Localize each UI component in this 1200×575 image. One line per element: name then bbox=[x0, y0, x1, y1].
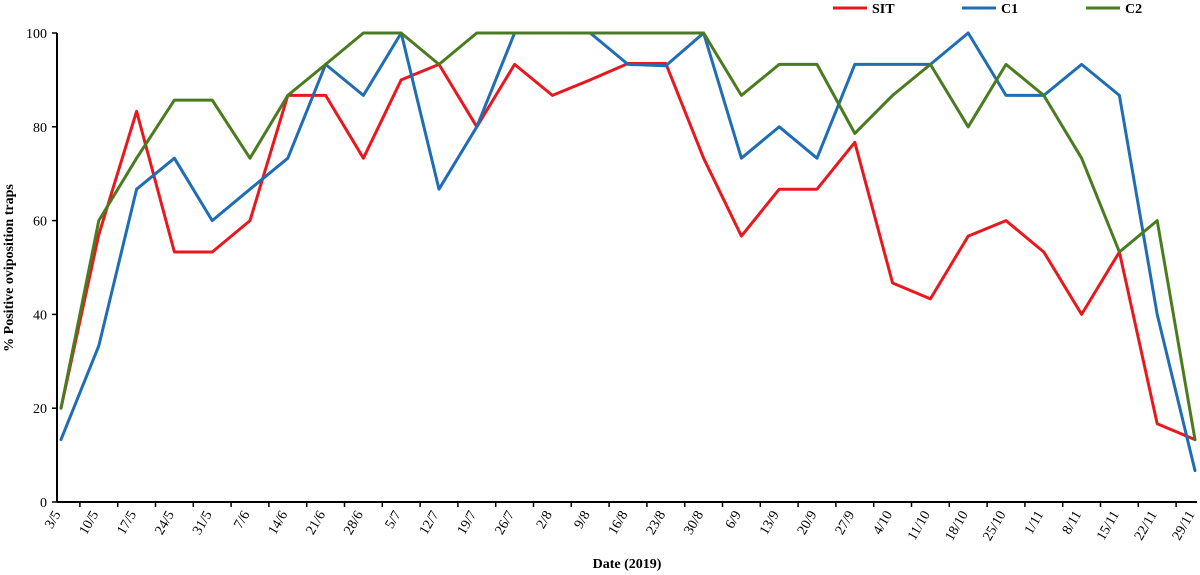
x-tick-label: 26/7 bbox=[493, 509, 518, 538]
y-tick-label: 0 bbox=[40, 496, 47, 511]
series-line-c1 bbox=[59, 31, 1197, 473]
series-lines bbox=[59, 31, 1197, 473]
y-tick-label: 20 bbox=[33, 402, 47, 417]
x-tick-label: 6/9 bbox=[723, 509, 745, 532]
x-tick-label: 28/6 bbox=[341, 509, 366, 538]
x-tick-label: 4/10 bbox=[871, 509, 896, 538]
y-ticks: 0 20 40 60 80 100 bbox=[26, 27, 57, 511]
x-tick-label: 30/8 bbox=[682, 509, 707, 538]
legend-label-sit: SIT bbox=[872, 2, 895, 17]
y-axis-title: % Positive oviposition traps bbox=[2, 184, 17, 352]
x-tick-label: 9/8 bbox=[572, 509, 594, 532]
x-tick-label: 24/5 bbox=[152, 509, 177, 538]
x-tick-label: 27/9 bbox=[833, 509, 858, 538]
y-tick-label: 100 bbox=[26, 27, 47, 42]
x-tick-label: 31/5 bbox=[190, 509, 215, 538]
x-tick-label: 13/9 bbox=[757, 509, 782, 538]
x-tick-label: 17/5 bbox=[115, 509, 140, 538]
x-tick-label: 21/6 bbox=[304, 509, 329, 538]
x-tick-label: 20/9 bbox=[795, 509, 820, 538]
x-tick-label: 8/11 bbox=[1060, 509, 1085, 538]
x-tick-label: 23/8 bbox=[644, 509, 669, 538]
x-tick-label: 12/7 bbox=[417, 509, 442, 538]
axes bbox=[56, 33, 1197, 503]
x-tick-label: 18/10 bbox=[943, 509, 972, 544]
x-tick-label: 10/5 bbox=[77, 509, 102, 538]
x-tick-label: 1/11 bbox=[1022, 509, 1047, 538]
legend: SIT C1 C2 bbox=[833, 2, 1142, 17]
legend-label-c2: C2 bbox=[1125, 2, 1142, 17]
y-tick-label: 40 bbox=[33, 308, 47, 323]
series-line-c2 bbox=[59, 31, 1197, 442]
x-tick-label: 14/6 bbox=[266, 509, 291, 538]
legend-label-c1: C1 bbox=[1001, 2, 1018, 17]
y-tick-label: 60 bbox=[33, 215, 47, 230]
x-tick-label: 25/10 bbox=[981, 509, 1010, 544]
x-tick-label: 11/10 bbox=[905, 509, 934, 544]
x-tick-label: 5/7 bbox=[383, 509, 405, 532]
x-tick-label: 19/7 bbox=[455, 509, 480, 538]
x-tick-label: 7/6 bbox=[232, 509, 254, 532]
x-tick-label: 22/11 bbox=[1132, 509, 1161, 544]
series-line-sit bbox=[59, 62, 1197, 442]
x-tick-label: 3/5 bbox=[43, 509, 65, 532]
x-tick-label: 2/8 bbox=[534, 509, 556, 532]
x-tick-label: 29/11 bbox=[1170, 509, 1199, 544]
y-tick-label: 80 bbox=[33, 121, 47, 136]
x-tick-label: 15/11 bbox=[1094, 509, 1123, 544]
x-axis-title: Date (2019) bbox=[593, 557, 662, 572]
x-tick-label: 16/8 bbox=[606, 509, 631, 538]
x-ticks: 3/5 10/5 17/5 24/5 31/5 7/6 14/6 21/6 28/6 5/7 12/… bbox=[43, 502, 1199, 544]
